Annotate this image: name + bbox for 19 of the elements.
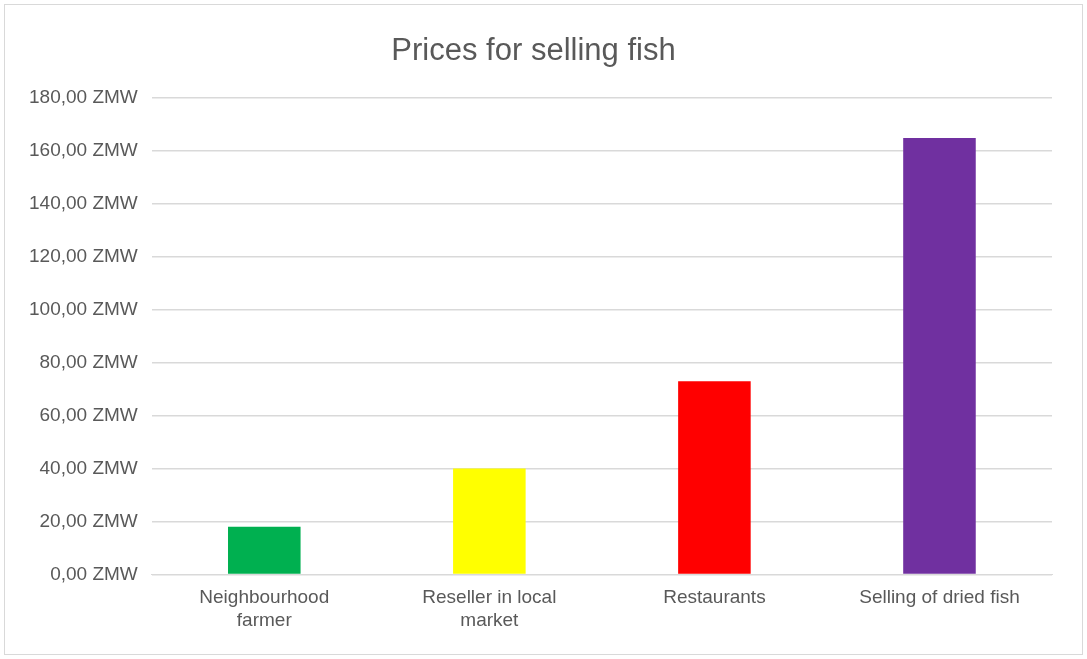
y-tick-label: 40,00 ZMW <box>39 456 138 478</box>
bar <box>678 381 751 574</box>
y-tick-label: 160,00 ZMW <box>28 139 138 161</box>
y-tick-label: 140,00 ZMW <box>28 192 138 214</box>
x-tick-label: Neighbourhood farmer <box>199 586 330 630</box>
y-tick-label: 60,00 ZMW <box>39 403 138 425</box>
x-tick-label: Reseller in local market <box>422 586 557 630</box>
y-tick-label: 20,00 ZMW <box>39 509 138 531</box>
y-tick-label: 180,00 ZMW <box>28 86 138 108</box>
x-tick-label: Selling of dried fish <box>859 586 1020 608</box>
y-tick-label: 120,00 ZMW <box>28 245 138 267</box>
y-tick-label: 80,00 ZMW <box>39 350 138 372</box>
bar <box>228 526 301 574</box>
bar <box>903 137 976 574</box>
y-tick-label: 100,00 ZMW <box>28 298 138 320</box>
y-tick-label: 0,00 ZMW <box>50 562 138 584</box>
bar <box>453 468 526 574</box>
chart-title: Prices for selling fish <box>391 32 676 68</box>
x-tick-label: Restaurants <box>663 586 766 608</box>
